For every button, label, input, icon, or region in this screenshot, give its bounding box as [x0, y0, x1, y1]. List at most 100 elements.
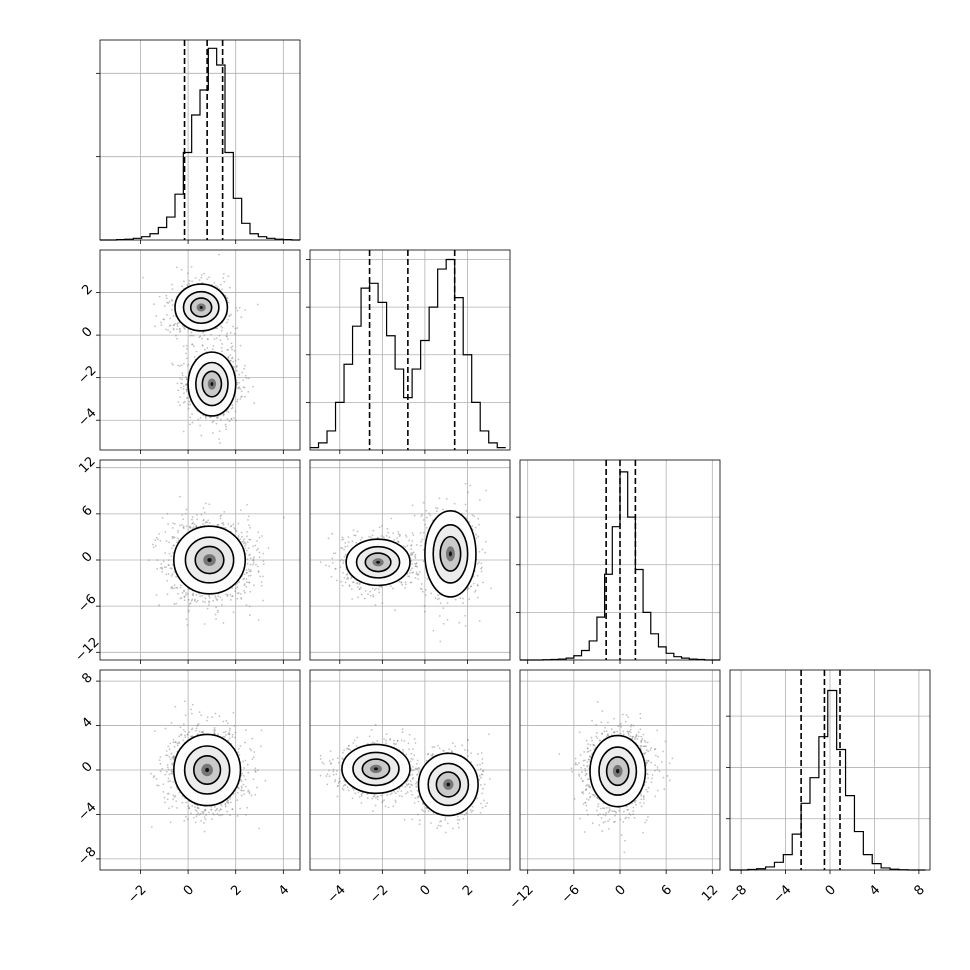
sample-point [415, 573, 418, 576]
sample-point [327, 537, 330, 540]
sample-point [179, 396, 181, 399]
sample-point [184, 594, 187, 597]
sample-point [185, 388, 188, 391]
sample-point [240, 390, 243, 393]
sample-point [404, 586, 406, 589]
sample-point [176, 337, 178, 340]
sample-point [203, 511, 206, 514]
sample-point [201, 731, 204, 734]
sample-point [196, 599, 199, 602]
hist-outline-p3 [730, 689, 926, 871]
sample-point [211, 432, 214, 434]
sample-point [417, 573, 420, 576]
sample-point [166, 593, 169, 596]
sample-point [237, 535, 240, 537]
sample-point [386, 527, 389, 530]
sample-point [188, 602, 191, 605]
sample-point [206, 338, 209, 341]
sample-point [231, 595, 233, 598]
sample-point [169, 758, 172, 761]
sample-point [216, 417, 219, 420]
sample-point [232, 523, 235, 526]
sample-point [340, 558, 343, 561]
sample-point [244, 541, 246, 544]
sample-point [195, 593, 198, 596]
sample-point [224, 804, 227, 806]
sample-point [231, 348, 233, 351]
sample-point [177, 531, 179, 534]
sample-point [352, 529, 355, 532]
sample-point [471, 525, 474, 527]
density-level-4 [448, 551, 452, 557]
sample-point [233, 366, 235, 369]
sample-point [475, 537, 478, 540]
sample-point [237, 358, 240, 361]
contour-line-2 [201, 370, 223, 398]
contour-line-1 [182, 290, 220, 325]
sample-point [156, 559, 159, 562]
sample-point [246, 530, 248, 533]
sample-point [438, 597, 441, 600]
sample-point [186, 624, 189, 626]
sample-point [404, 534, 407, 537]
sample-point [248, 605, 251, 608]
sample-point [161, 517, 164, 519]
sample-point [168, 300, 171, 303]
sample-point [412, 534, 415, 537]
sample-point [238, 306, 241, 309]
sample-point [405, 536, 408, 538]
sample-point [240, 531, 243, 534]
sample-point [229, 331, 232, 334]
contour-line-1 [195, 361, 229, 407]
sample-point [227, 349, 229, 351]
sample-point [465, 509, 468, 512]
sample-point [257, 531, 260, 534]
sample-point [421, 590, 424, 593]
sample-point [220, 514, 223, 517]
sample-point [249, 563, 252, 566]
sample-point [246, 581, 248, 584]
sample-point [187, 609, 190, 612]
sample-point [227, 523, 230, 525]
sample-point [226, 418, 229, 421]
sample-point [257, 547, 259, 550]
sample-point [466, 588, 469, 591]
sample-point [204, 597, 207, 600]
sample-point [325, 564, 327, 567]
sample-point [242, 789, 245, 792]
sample-point [185, 357, 188, 360]
sample-point [183, 819, 186, 822]
sample-point [241, 540, 244, 543]
sample-point [164, 552, 167, 555]
sample-point [397, 540, 399, 543]
sample-point [188, 400, 191, 403]
sample-point [200, 819, 203, 822]
sample-point [200, 513, 203, 516]
sample-point [392, 532, 395, 535]
sample-point [410, 552, 413, 554]
sample-point [246, 541, 249, 544]
sample-point [256, 540, 258, 542]
sample-point [410, 548, 413, 551]
sample-point [199, 424, 202, 427]
contour-line-0 [424, 509, 477, 598]
sample-point [191, 421, 194, 424]
sample-point [242, 386, 245, 389]
sample-point [397, 533, 400, 535]
sample-point [166, 798, 169, 801]
sample-point [239, 344, 242, 347]
sample-point [416, 574, 419, 576]
sample-point [218, 430, 221, 433]
sample-point [247, 568, 250, 571]
sample-point [234, 327, 237, 330]
sample-point [381, 602, 384, 605]
sample-point [176, 541, 178, 544]
sample-point [411, 571, 414, 574]
sample-point [351, 540, 354, 543]
sample-point [188, 807, 190, 810]
sample-point [178, 365, 181, 367]
sample-point [153, 775, 156, 777]
sample-point [249, 747, 251, 750]
sample-point [239, 398, 242, 400]
sample-point [462, 597, 464, 600]
